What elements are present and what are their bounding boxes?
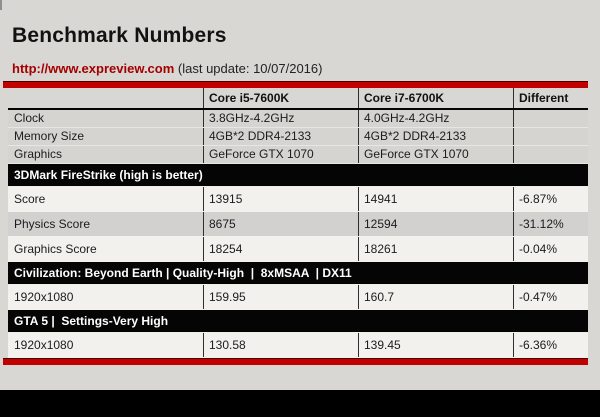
i5-value: 8675 (203, 212, 358, 236)
diff-value (513, 128, 588, 145)
i7-value: 12594 (358, 212, 513, 236)
i5-value: 159.95 (203, 285, 358, 309)
top-accent-bar (3, 81, 588, 88)
column-header-blank (8, 88, 203, 108)
diff-value: -0.47% (513, 285, 588, 309)
row-label: 1920x1080 (14, 290, 74, 304)
spec-rows: Clock 3.8GHz-4.2GHz 4.0GHz-4.2GHz Memory Si… (8, 110, 588, 164)
source-line: http://www.expreview.com (last update: 1… (12, 61, 322, 76)
table-row: Graphics GeForce GTX 1070 GeForce GTX 1070 (8, 146, 588, 164)
last-update-note: (last update: 10/07/2016) (174, 61, 323, 76)
table-row: Physics Score 8675 12594 -31.12% (8, 212, 588, 237)
row-label: Graphics (14, 147, 63, 161)
i5-value: 4GB*2 DDR4-2133 (203, 128, 358, 145)
benchmark-table: Core i5-7600K Core i7-6700K Different Cl… (8, 88, 588, 358)
diff-value: -6.87% (513, 187, 588, 211)
i5-value: 130.58 (203, 333, 358, 357)
section-header-bar: GTA 5 | Settings-Very High (8, 310, 588, 333)
section-header-bar: Civilization: Beyond Earth | Quality-Hig… (8, 262, 588, 285)
table-row: Score 13915 14941 -6.87% (8, 187, 588, 212)
diff-value: -31.12% (513, 212, 588, 236)
column-header-i5: Core i5-7600K (203, 88, 358, 108)
diff-value: -6.36% (513, 333, 588, 357)
i5-value: 13915 (203, 187, 358, 211)
section-header-bar: 3DMark FireStrike (high is better) (8, 164, 588, 187)
window-edge-artifact (0, 0, 2, 10)
row-label: Score (14, 192, 46, 206)
table-row: 1920x1080 130.58 139.45 -6.36% (8, 333, 588, 358)
table-header-row: Core i5-7600K Core i7-6700K Different (8, 88, 588, 110)
table-row: Memory Size 4GB*2 DDR4-2133 4GB*2 DDR4-213… (8, 128, 588, 146)
source-url-link[interactable]: http://www.expreview.com (12, 61, 175, 76)
i7-value: 14941 (358, 187, 513, 211)
i7-value: 139.45 (358, 333, 513, 357)
row-label: Clock (14, 111, 45, 125)
row-label: Graphics Score (14, 242, 97, 256)
table-row: Graphics Score 18254 18261 -0.04% (8, 237, 588, 262)
bottom-accent-bar (3, 358, 588, 365)
column-header-different: Different (513, 88, 588, 108)
row-label: Memory Size (14, 129, 85, 143)
row-label: 1920x1080 (14, 338, 74, 352)
diff-value (513, 110, 588, 127)
benchmark-sections: 3DMark FireStrike (high is better) Score 1… (8, 164, 588, 358)
i7-value: 4.0GHz-4.2GHz (358, 110, 513, 127)
diff-value (513, 146, 588, 163)
i7-value: 4GB*2 DDR4-2133 (358, 128, 513, 145)
i5-value: GeForce GTX 1070 (203, 146, 358, 163)
bottom-black-band (0, 390, 600, 417)
table-row: 1920x1080 159.95 160.7 -0.47% (8, 285, 588, 310)
i7-value: 18261 (358, 237, 513, 261)
table-row: Clock 3.8GHz-4.2GHz 4.0GHz-4.2GHz (8, 110, 588, 128)
i5-value: 3.8GHz-4.2GHz (203, 110, 358, 127)
i7-value: 160.7 (358, 285, 513, 309)
row-label: Physics Score (14, 217, 91, 231)
column-header-i7: Core i7-6700K (358, 88, 513, 108)
diff-value: -0.04% (513, 237, 588, 261)
page-title: Benchmark Numbers (12, 24, 227, 47)
i7-value: GeForce GTX 1070 (358, 146, 513, 163)
i5-value: 18254 (203, 237, 358, 261)
